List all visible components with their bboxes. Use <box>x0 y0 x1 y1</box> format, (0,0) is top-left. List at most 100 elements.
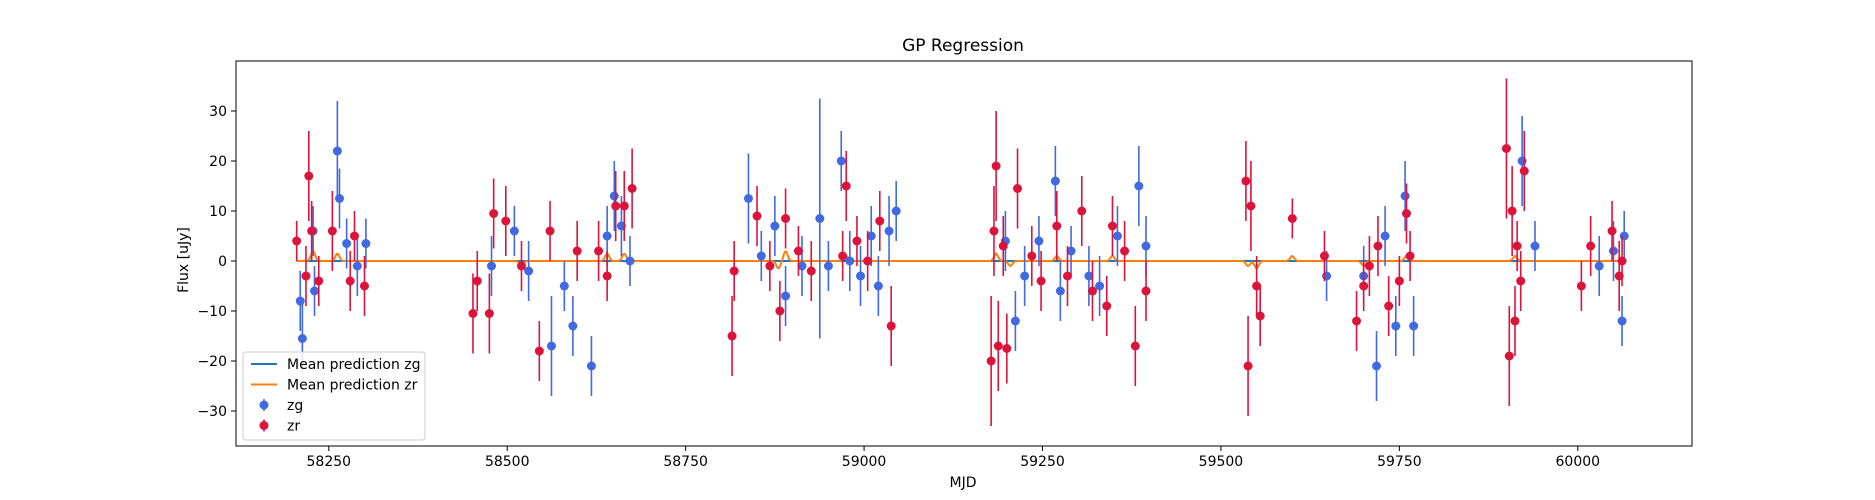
data-point <box>1608 246 1618 256</box>
data-point <box>297 334 307 343</box>
y-tick-label: 30 <box>209 104 227 120</box>
data-point <box>594 246 604 256</box>
legend: Mean prediction zg Mean prediction zr zg zr <box>242 351 426 441</box>
data-point <box>559 281 569 291</box>
data-point <box>729 266 739 276</box>
data-point <box>301 271 311 281</box>
data-point <box>863 256 873 266</box>
data-point <box>1364 261 1374 271</box>
data-point <box>327 226 337 236</box>
data-point <box>619 201 629 211</box>
x-tick-label: 59250 <box>1020 454 1065 470</box>
data-point <box>545 226 555 236</box>
data-point <box>1359 281 1369 291</box>
data-point <box>1516 276 1526 286</box>
data-point <box>1594 261 1604 271</box>
data-point <box>1066 246 1076 256</box>
data-point <box>1255 311 1265 321</box>
data-point <box>1517 156 1527 166</box>
data-point <box>1322 271 1332 281</box>
data-point <box>489 209 499 218</box>
legend-label: zr <box>287 419 300 435</box>
data-point <box>546 341 556 351</box>
data-point <box>1617 256 1627 266</box>
data-point <box>1512 241 1522 251</box>
data-point <box>1373 241 1383 251</box>
chart-title: GP Regression <box>902 36 1024 56</box>
data-point <box>484 309 494 318</box>
data-point <box>609 191 619 201</box>
data-point <box>1380 231 1390 241</box>
data-point <box>823 261 833 271</box>
data-point <box>1141 286 1151 296</box>
data-point <box>1020 271 1030 281</box>
data-point <box>1391 321 1401 331</box>
data-point <box>524 266 534 276</box>
data-point <box>359 281 369 291</box>
data-point <box>841 181 851 191</box>
data-point <box>1112 231 1122 241</box>
data-point <box>845 256 855 266</box>
data-point <box>793 246 803 256</box>
data-point <box>856 271 866 281</box>
data-point <box>349 231 359 241</box>
y-tick-label: 10 <box>209 204 227 220</box>
data-point <box>501 216 511 226</box>
data-point <box>625 256 635 266</box>
data-point <box>1130 341 1140 351</box>
data-point <box>1243 361 1253 371</box>
data-point <box>509 226 519 236</box>
y-tick-label: −30 <box>197 404 227 420</box>
data-point <box>781 214 791 223</box>
y-tick-label: −10 <box>197 304 227 320</box>
legend-item: zg <box>259 398 303 414</box>
data-point <box>1372 361 1382 371</box>
legend-item: Mean prediction zr <box>251 378 418 394</box>
data-point <box>1287 214 1297 223</box>
plot-content <box>292 78 1629 426</box>
legend-item: zr <box>259 419 300 435</box>
x-axis-label: MJD <box>950 475 977 491</box>
data-point <box>727 331 737 341</box>
data-point <box>836 156 846 166</box>
data-point <box>886 321 896 331</box>
data-point <box>602 231 612 241</box>
data-point <box>752 211 762 221</box>
data-point <box>884 226 894 236</box>
data-point <box>1352 316 1362 326</box>
data-point <box>1241 176 1251 186</box>
data-point <box>1501 144 1511 153</box>
data-point <box>334 194 344 203</box>
mean-prediction-line <box>296 250 1625 269</box>
data-point <box>1134 181 1144 191</box>
data-point <box>292 236 302 246</box>
y-axis-label: Flux [uJy] <box>176 227 192 293</box>
series-zr <box>292 78 1627 426</box>
data-point <box>781 291 791 301</box>
y-tick-label: −20 <box>197 354 227 370</box>
data-point <box>611 201 621 211</box>
data-point <box>310 286 320 296</box>
data-point <box>1319 251 1329 261</box>
data-point <box>1576 281 1586 291</box>
data-point <box>1034 236 1044 246</box>
data-point <box>361 239 371 248</box>
data-point <box>998 241 1008 251</box>
data-point <box>1530 241 1540 251</box>
data-point <box>516 261 526 271</box>
data-point <box>873 281 883 291</box>
data-point <box>1246 201 1256 211</box>
data-point <box>1141 241 1151 251</box>
data-point <box>295 296 305 306</box>
legend-marker-swatch <box>259 400 269 410</box>
legend-box <box>242 351 426 441</box>
legend-label: Mean prediction zr <box>287 378 418 394</box>
x-tick-label: 58250 <box>307 454 352 470</box>
data-point <box>1507 206 1517 216</box>
plot-area: 58250 58500 58750 59000 59250 59500 59750 60000… <box>197 60 1693 470</box>
data-point <box>1002 344 1012 353</box>
data-point <box>1384 301 1394 311</box>
data-point <box>756 251 766 261</box>
data-point <box>1504 351 1514 361</box>
